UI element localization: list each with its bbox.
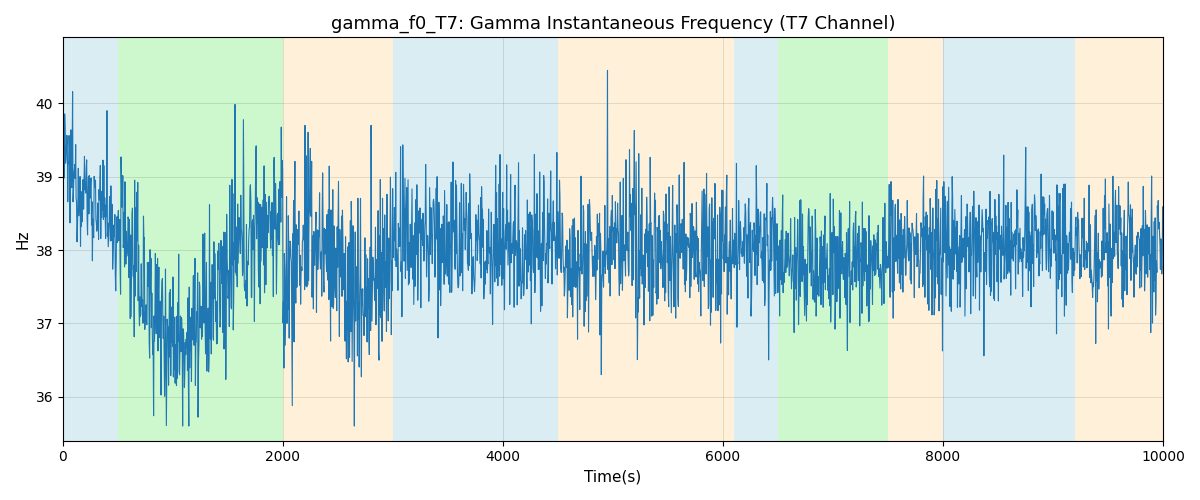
Bar [62,38,118,440]
Bar [888,38,943,440]
Title: gamma_f0_T7: Gamma Instantaneous Frequency (T7 Channel): gamma_f0_T7: Gamma Instantaneous Frequen… [331,15,895,34]
Bar [558,38,734,440]
Bar [778,38,888,440]
Bar [734,38,778,440]
Bar [943,38,1075,440]
Bar [118,38,283,440]
Bar [392,38,558,440]
X-axis label: Time(s): Time(s) [584,470,642,485]
Y-axis label: Hz: Hz [16,230,30,249]
Bar [283,38,392,440]
Bar [1075,38,1163,440]
